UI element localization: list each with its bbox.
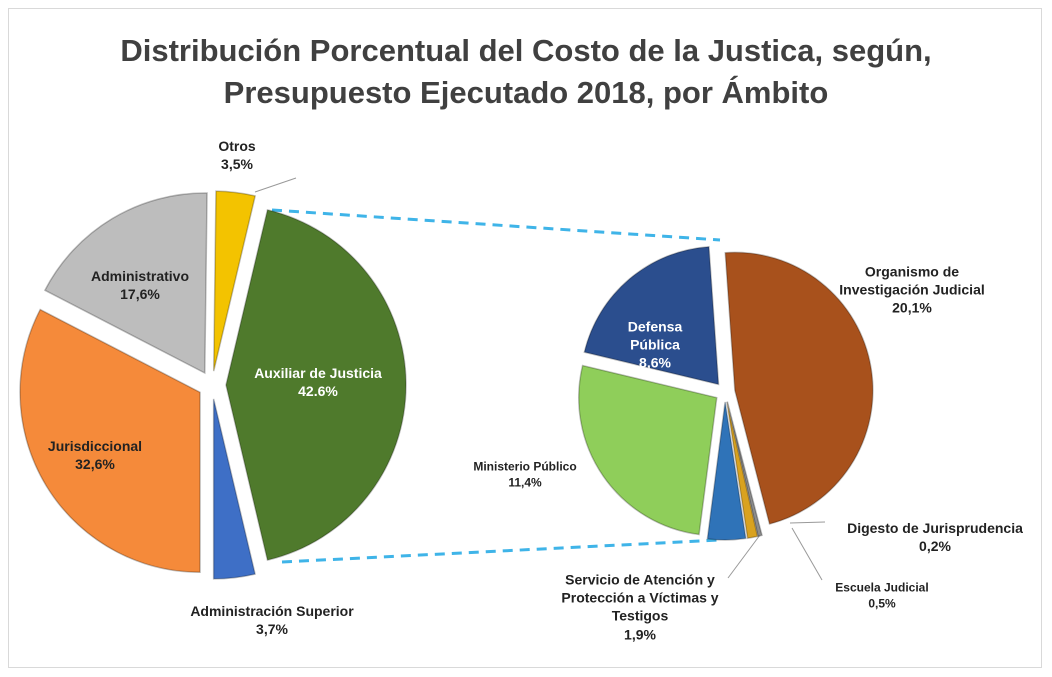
pie-slice bbox=[212, 398, 256, 580]
category-label: Administrativo bbox=[90, 267, 189, 284]
category-label: Otros bbox=[218, 137, 256, 154]
category-label: Digesto de Jurisprudencia bbox=[847, 519, 1023, 536]
data-label: Digesto de Jurisprudencia 0,2% bbox=[830, 519, 1040, 555]
category-label: Ministerio Público bbox=[473, 459, 577, 474]
leader-line bbox=[791, 527, 823, 581]
chart-frame bbox=[8, 8, 1042, 668]
data-label: Servicio de Atención y Protección a Víct… bbox=[545, 571, 735, 644]
value-label: 20,1% bbox=[892, 300, 932, 317]
value-label: 1,9% bbox=[624, 626, 656, 643]
pie-slice bbox=[726, 401, 759, 540]
data-label: Jurisdiccional 32,6% bbox=[35, 437, 155, 473]
category-label: Servicio de Atención y Protección a Víct… bbox=[561, 571, 719, 624]
category-label: Defensa Pública bbox=[627, 318, 683, 353]
pie-slice bbox=[19, 308, 201, 574]
data-label: Escuela Judicial 0,5% bbox=[827, 580, 937, 611]
data-label: Organismo de Investigación Judicial 20,1% bbox=[827, 263, 997, 318]
value-label: 11,4% bbox=[508, 475, 542, 489]
pie-slice bbox=[578, 364, 718, 536]
value-label: 32,6% bbox=[75, 456, 115, 472]
pie-slice bbox=[583, 245, 720, 386]
value-label: 0,5% bbox=[868, 596, 896, 610]
pie-slice bbox=[706, 401, 747, 541]
value-label: 17,6% bbox=[120, 286, 160, 302]
leader-line bbox=[727, 534, 761, 579]
connector bbox=[271, 208, 721, 242]
pie-slice bbox=[724, 251, 874, 525]
category-label: Auxiliar de Justicia bbox=[254, 364, 382, 381]
data-label: Defensa Pública 8,6% bbox=[620, 318, 690, 373]
value-label: 8,6% bbox=[639, 355, 671, 372]
data-label: Ministerio Público 11,4% bbox=[460, 459, 590, 490]
value-label: 3,7% bbox=[256, 621, 288, 637]
category-label: Escuela Judicial bbox=[835, 580, 929, 595]
pie-slice bbox=[726, 401, 763, 538]
data-label: Administración Superior 3,7% bbox=[157, 602, 387, 638]
chart-title: Distribución Porcentual del Costo de la … bbox=[120, 33, 932, 110]
category-label: Administración Superior bbox=[190, 602, 354, 619]
category-label: Jurisdiccional bbox=[47, 437, 143, 454]
connector bbox=[281, 538, 721, 564]
category-label: Organismo de Investigación Judicial bbox=[839, 263, 985, 298]
value-label: 0,2% bbox=[919, 538, 951, 554]
data-label: Otros 3,5% bbox=[207, 137, 267, 173]
data-label: Administrativo 17,6% bbox=[80, 267, 200, 303]
value-label: 42.6% bbox=[298, 383, 338, 399]
data-label: Auxiliar de Justicia 42.6% bbox=[243, 364, 393, 400]
pie-slice bbox=[225, 208, 407, 562]
pie-slice bbox=[212, 190, 257, 372]
leader-line bbox=[789, 521, 826, 524]
leader-line bbox=[254, 177, 297, 193]
pie-slice bbox=[43, 192, 208, 375]
value-label: 3,5% bbox=[221, 156, 253, 172]
